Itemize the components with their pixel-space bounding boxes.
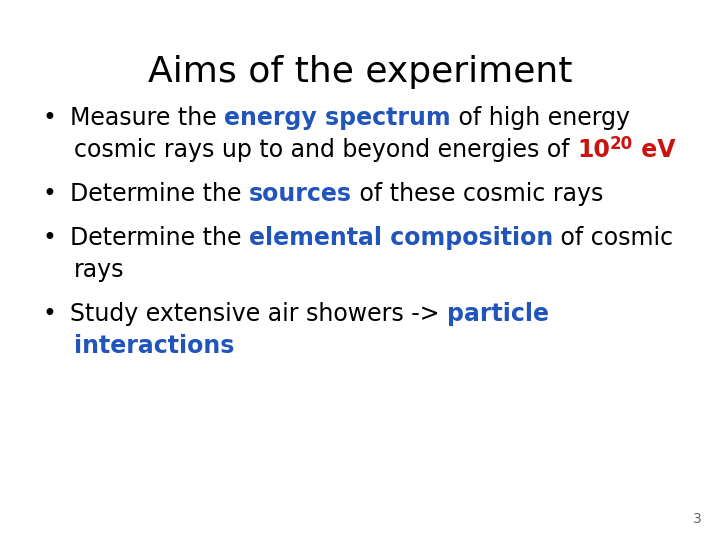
Text: •: • <box>42 226 56 250</box>
Text: •: • <box>42 302 56 326</box>
Text: sources: sources <box>249 182 352 206</box>
Text: 10: 10 <box>577 138 610 162</box>
Text: Determine the: Determine the <box>70 226 249 250</box>
Text: •: • <box>42 182 56 206</box>
Text: of cosmic: of cosmic <box>553 226 673 250</box>
Text: elemental composition: elemental composition <box>249 226 553 250</box>
Text: eV: eV <box>633 138 675 162</box>
Text: interactions: interactions <box>74 334 235 358</box>
Text: Determine the: Determine the <box>70 182 249 206</box>
Text: Aims of the experiment: Aims of the experiment <box>148 55 572 89</box>
Text: Measure the: Measure the <box>70 106 224 130</box>
Text: 3: 3 <box>693 512 702 526</box>
Text: Study extensive air showers ->: Study extensive air showers -> <box>70 302 447 326</box>
Text: •: • <box>42 106 56 130</box>
Text: of high energy: of high energy <box>451 106 630 130</box>
Text: of these cosmic rays: of these cosmic rays <box>352 182 603 206</box>
Text: cosmic rays up to and beyond energies of: cosmic rays up to and beyond energies of <box>74 138 577 162</box>
Text: particle: particle <box>447 302 549 326</box>
Text: rays: rays <box>74 258 125 282</box>
Text: energy spectrum: energy spectrum <box>224 106 451 130</box>
Text: 20: 20 <box>610 136 633 153</box>
